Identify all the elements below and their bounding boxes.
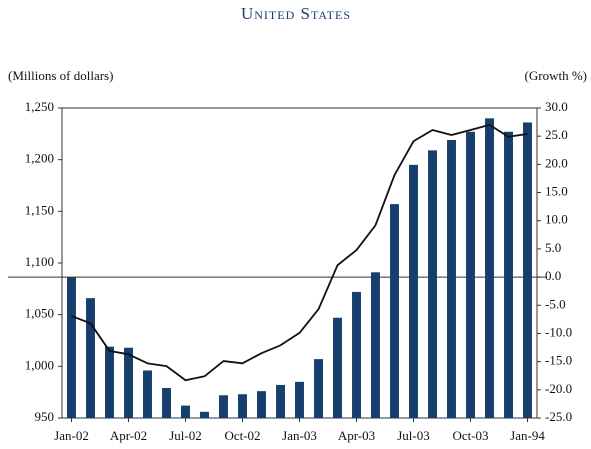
bar [409, 164, 418, 418]
y2-tick-label: -20.0 [545, 381, 572, 396]
bar [295, 381, 304, 418]
x-tick-label: Apr-03 [338, 428, 375, 443]
bar [485, 118, 494, 418]
bar [200, 411, 209, 418]
bar [371, 272, 380, 418]
bar [390, 204, 399, 418]
y2-tick-label: -15.0 [545, 353, 572, 368]
bar [124, 347, 133, 418]
x-tick-label: Jul-03 [397, 428, 430, 443]
y-tick-label: 1,150 [25, 202, 54, 217]
x-tick-label: Oct-03 [452, 428, 488, 443]
bar [314, 359, 323, 418]
bar [333, 317, 342, 418]
y2-tick-label: 15.0 [545, 184, 568, 199]
bar [105, 346, 114, 418]
x-tick-label: Oct-02 [224, 428, 260, 443]
y2-tick-label: 25.0 [545, 127, 568, 142]
y-tick-label: 1,200 [25, 151, 54, 166]
bar [86, 298, 95, 418]
x-tick-label: Jan-02 [54, 428, 89, 443]
bar [67, 277, 76, 418]
x-tick-label: Apr-02 [110, 428, 147, 443]
y2-tick-label: 0.0 [545, 268, 561, 283]
bar [181, 405, 190, 418]
y-tick-label: 1,050 [25, 306, 54, 321]
bar [219, 395, 228, 418]
bar [257, 391, 266, 418]
bar [447, 140, 456, 419]
x-tick-label: Jan-03 [282, 428, 317, 443]
bar [504, 131, 513, 418]
y-tick-label: 1,100 [25, 254, 54, 269]
plot-frame [61, 107, 538, 419]
y2-axis-label: (Growth %) [525, 68, 587, 83]
y2-tick-label: -5.0 [545, 296, 566, 311]
y-tick-label: 1,250 [25, 99, 54, 114]
y2-tick-label: 30.0 [545, 99, 568, 114]
bar [523, 122, 532, 418]
y-tick-label: 1,000 [25, 357, 54, 372]
bar [276, 384, 285, 418]
line [71, 124, 528, 382]
bar [352, 291, 361, 418]
bar [238, 394, 247, 418]
chart-title: United States [241, 4, 351, 23]
y2-tick-label: 20.0 [545, 155, 568, 170]
y-tick-label: 950 [35, 409, 55, 424]
x-tick-label: Jan-94 [510, 428, 545, 443]
bar [162, 388, 171, 418]
y2-tick-label: -10.0 [545, 324, 572, 339]
bar [466, 131, 475, 418]
y-axis-label: (Millions of dollars) [8, 68, 113, 83]
y2-tick-label: 10.0 [545, 212, 568, 227]
y2-tick-label: 5.0 [545, 240, 561, 255]
y2-tick-label: -25.0 [545, 409, 572, 424]
x-tick-label: Jul-02 [169, 428, 202, 443]
bar [143, 370, 152, 418]
bar [428, 150, 437, 418]
